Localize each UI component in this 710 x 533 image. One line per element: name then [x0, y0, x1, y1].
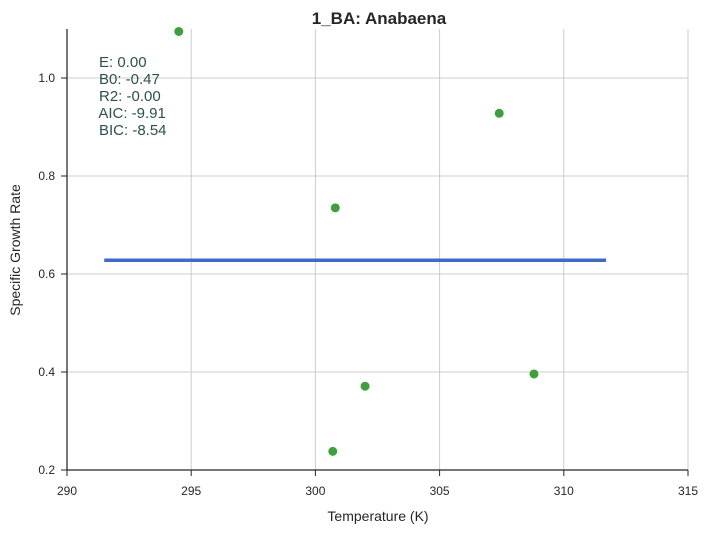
data-point [328, 446, 338, 456]
x-tick-label: 300 [305, 484, 325, 498]
annotation-line: AIC: -9.91 [95, 105, 166, 122]
y-axis-ticks: 0.2 0.4 0.6 0.8 1.0 [38, 71, 67, 477]
x-axis-label: Temperature (K) [327, 508, 428, 524]
y-tick-label: 0.8 [38, 169, 55, 183]
annotation-line: E: 0.00 [99, 54, 147, 71]
x-tick-label: 290 [57, 484, 77, 498]
x-axis-ticks: 290 295 300 305 310 315 [57, 470, 698, 498]
annotation-line: BIC: -8.54 [99, 122, 167, 139]
annotation-line: R2: -0.00 [99, 88, 161, 105]
x-tick-label: 315 [678, 484, 698, 498]
y-gridlines [67, 77, 688, 373]
data-point [330, 203, 340, 213]
y-tick-label: 0.4 [38, 365, 55, 379]
data-point [174, 26, 184, 36]
y-tick-label: 1.0 [38, 71, 55, 85]
y-axis-label: Specific Growth Rate [7, 184, 23, 316]
x-tick-label: 295 [181, 484, 201, 498]
data-point [360, 381, 370, 391]
x-tick-label: 305 [430, 484, 450, 498]
data-point [529, 369, 539, 379]
y-tick-label: 0.2 [38, 463, 55, 477]
x-gridlines [190, 29, 689, 470]
fit-statistics-annotation: E: 0.00 B0: -0.47 R2: -0.00 AIC: -9.91 B… [95, 54, 170, 139]
data-point [494, 108, 504, 118]
y-tick-label: 0.6 [38, 267, 55, 281]
data-points [174, 26, 539, 456]
annotation-line: B0: -0.47 [99, 71, 160, 88]
x-tick-label: 310 [554, 484, 574, 498]
chart-title: 1_BA: Anabaena [312, 9, 447, 28]
